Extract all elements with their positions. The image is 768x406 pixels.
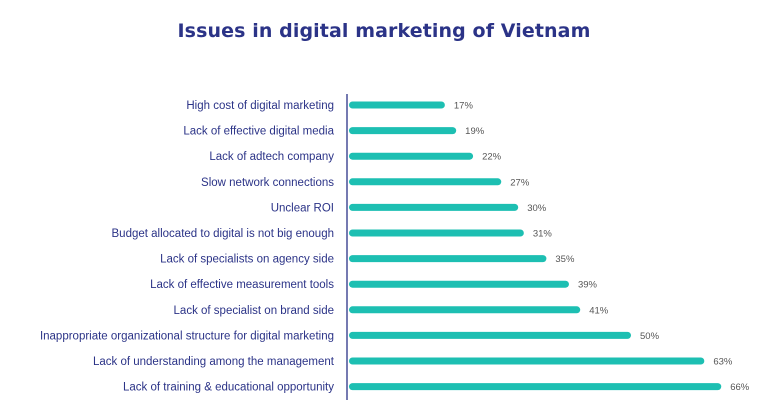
bar — [349, 306, 581, 314]
value-label: 41% — [589, 305, 609, 316]
value-label: 39% — [578, 280, 598, 291]
value-label: 22% — [482, 152, 502, 163]
value-label: 66% — [730, 382, 750, 393]
bar — [349, 178, 502, 186]
bar — [349, 331, 631, 339]
category-label: Lack of understanding among the manageme… — [93, 356, 335, 368]
value-label: 27% — [510, 177, 530, 188]
bar — [349, 280, 569, 288]
value-label: 63% — [713, 357, 733, 368]
bar — [349, 152, 474, 160]
bar — [349, 357, 705, 365]
category-label: Lack of specialists on agency side — [160, 254, 334, 266]
bar — [349, 255, 547, 263]
category-label: Unclear ROI — [271, 202, 334, 214]
category-label: Slow network connections — [201, 177, 334, 189]
bar — [349, 229, 524, 237]
category-label: Lack of effective measurement tools — [150, 279, 334, 291]
bar — [349, 203, 519, 211]
chart-title: Issues in digital marketing of Vietnam — [177, 20, 591, 42]
bar — [349, 383, 722, 391]
bar — [349, 101, 445, 109]
value-label: 30% — [527, 203, 547, 214]
category-label: Lack of training & educational opportuni… — [123, 382, 334, 394]
category-label: Inappropriate organizational structure f… — [40, 330, 334, 342]
category-label: Lack of effective digital media — [183, 126, 334, 138]
value-label: 50% — [640, 331, 660, 342]
bar — [349, 127, 457, 135]
category-label: High cost of digital marketing — [186, 100, 334, 112]
value-label: 31% — [533, 229, 553, 240]
value-label: 19% — [465, 126, 485, 137]
value-label: 17% — [454, 101, 474, 112]
value-label: 35% — [555, 254, 575, 265]
category-label: Budget allocated to digital is not big e… — [112, 228, 335, 240]
category-label: Lack of specialist on brand side — [174, 305, 334, 317]
category-label: Lack of adtech company — [209, 151, 334, 163]
